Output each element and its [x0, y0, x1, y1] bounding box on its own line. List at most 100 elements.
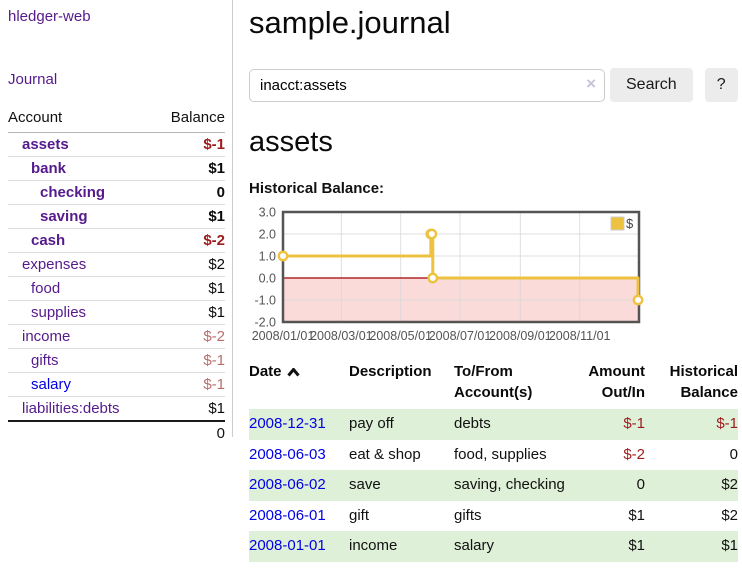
account-link-supplies[interactable]: supplies: [31, 304, 87, 321]
register-header-tofrom: To/From Account(s): [454, 363, 533, 401]
svg-text:-2.0: -2.0: [254, 316, 276, 330]
account-row: supplies $1: [8, 300, 225, 325]
accounts-total-balance: 0: [154, 420, 225, 445]
svg-text:2008/07/01: 2008/07/01: [429, 329, 492, 343]
account-link-bank[interactable]: bank: [31, 160, 67, 177]
historical-balance-chart[interactable]: $3.0 2.0 1.0 0.0 -1.0 -2.02008/01/012008/03/0…: [249, 204, 719, 344]
account-link-liabilities-debts[interactable]: liabilities:debts: [22, 400, 120, 417]
account-link-salary[interactable]: salary: [31, 376, 72, 393]
account-row: gifts $-1: [8, 348, 225, 373]
clear-search-icon[interactable]: ×: [586, 73, 596, 93]
register-table: Date Description To/From Account(s) Amou…: [249, 359, 738, 562]
register-header-amount: Amount Out/In: [588, 363, 645, 401]
transaction-row: 2008-06-02 save saving, checking 0 $2: [249, 470, 738, 501]
account-row: liabilities:debts $1: [8, 396, 225, 421]
account-row: expenses $2: [8, 252, 225, 277]
account-link-expenses[interactable]: expenses: [22, 256, 87, 273]
account-balance: $1: [154, 156, 225, 181]
search-input[interactable]: [249, 68, 605, 102]
accounts-header-row: Account Balance: [8, 106, 225, 133]
sidebar: hledger-web Journal Account Balance asse…: [0, 0, 233, 445]
account-link-saving[interactable]: saving: [40, 208, 88, 225]
search-box: ×: [249, 68, 605, 102]
account-balance: $-1: [154, 348, 225, 373]
svg-text:2008/05/01: 2008/05/01: [369, 329, 432, 343]
transaction-date-link[interactable]: 2008-12-31: [249, 415, 326, 432]
account-row: salary $-1: [8, 372, 225, 397]
svg-text:3.0: 3.0: [259, 206, 276, 220]
transaction-amount: $-2: [623, 445, 645, 463]
register-header-description: Description: [349, 363, 432, 380]
svg-text:2008/11/01: 2008/11/01: [549, 329, 611, 343]
transaction-balance: 0: [729, 445, 738, 463]
transaction-accounts: salary: [454, 537, 495, 554]
transaction-description: income: [349, 537, 398, 554]
svg-text:2.0: 2.0: [259, 228, 276, 242]
brand-link[interactable]: hledger-web: [8, 8, 91, 25]
main-content: sample.journal × Search ? assets Histori…: [233, 0, 742, 582]
accounts-header-account: Account: [8, 106, 155, 133]
transaction-balance: $2: [721, 476, 738, 493]
transaction-date-link[interactable]: 2008-06-03: [249, 445, 326, 463]
page-title: sample.journal: [249, 5, 451, 40]
register-header-balance: Historical Balance: [669, 363, 738, 401]
chart-title: Historical Balance:: [249, 180, 385, 197]
register-header-row: Date Description To/From Account(s) Amou…: [249, 359, 738, 409]
transaction-accounts: debts: [454, 415, 491, 432]
transaction-description: gift: [349, 506, 370, 524]
account-row: income $-2: [8, 324, 225, 349]
account-balance: $2: [154, 252, 225, 277]
account-balance: $1: [154, 204, 225, 229]
account-link-gifts[interactable]: gifts: [31, 352, 59, 369]
account-link-food[interactable]: food: [31, 280, 61, 297]
transaction-row: 2008-06-03 eat & shop food, supplies $-2 0: [249, 440, 738, 471]
account-link-checking[interactable]: checking: [40, 184, 106, 201]
account-row: checking 0: [8, 180, 225, 205]
chevron-up-icon: [286, 367, 300, 377]
account-balance: $-2: [154, 228, 225, 253]
svg-text:-1.0: -1.0: [254, 294, 276, 308]
accounts-table: Account Balance assets $-1 bank $1 checking 0…: [8, 106, 225, 445]
transaction-balance: $1: [721, 537, 738, 554]
account-row: cash $-2: [8, 228, 225, 253]
transaction-accounts: gifts: [454, 506, 482, 524]
account-row: saving $1: [8, 204, 225, 229]
accounts-header-balance: Balance: [154, 106, 225, 133]
account-balance: $1: [154, 300, 225, 325]
svg-text:2008/03/01: 2008/03/01: [310, 329, 373, 343]
transaction-amount: $1: [628, 537, 645, 554]
account-heading: assets: [249, 126, 333, 158]
search-form: × Search ?: [249, 68, 742, 102]
transaction-balance: $-1: [716, 415, 738, 432]
journal-link[interactable]: Journal: [8, 71, 58, 88]
transaction-amount: $1: [628, 506, 645, 524]
transaction-accounts: food, supplies: [454, 445, 547, 463]
transaction-description: eat & shop: [349, 445, 421, 463]
search-button[interactable]: Search: [610, 68, 693, 102]
account-balance: $1: [154, 396, 225, 421]
account-balance: $-1: [203, 136, 225, 153]
account-row: bank $1: [8, 156, 225, 181]
accounts-total-row: 0: [8, 420, 225, 445]
svg-text:2008/01/01: 2008/01/01: [252, 329, 315, 343]
account-balance: 0: [154, 180, 225, 205]
register-header-date[interactable]: Date: [249, 359, 349, 409]
svg-text:2008/09/01: 2008/09/01: [489, 329, 552, 343]
account-link-cash[interactable]: cash: [31, 232, 66, 249]
transaction-date-link[interactable]: 2008-06-02: [249, 476, 326, 493]
help-button[interactable]: ?: [704, 68, 738, 102]
account-balance: $1: [154, 276, 225, 301]
svg-text:0.0: 0.0: [259, 272, 276, 286]
transaction-description: pay off: [349, 415, 394, 432]
account-balance: $-1: [154, 372, 225, 397]
sidebar-nav: Journal: [8, 71, 225, 88]
account-link-assets[interactable]: assets: [22, 136, 69, 153]
transaction-row: 2008-12-31 pay off debts $-1 $-1: [249, 409, 738, 440]
account-link-income[interactable]: income: [22, 328, 71, 345]
transaction-amount: $-1: [623, 415, 645, 432]
svg-text:1.0: 1.0: [259, 250, 276, 264]
transaction-row: 2008-01-01 income salary $1 $1: [249, 531, 738, 562]
transaction-date-link[interactable]: 2008-06-01: [249, 506, 326, 524]
transaction-date-link[interactable]: 2008-01-01: [249, 537, 326, 554]
transaction-amount: 0: [636, 476, 645, 493]
